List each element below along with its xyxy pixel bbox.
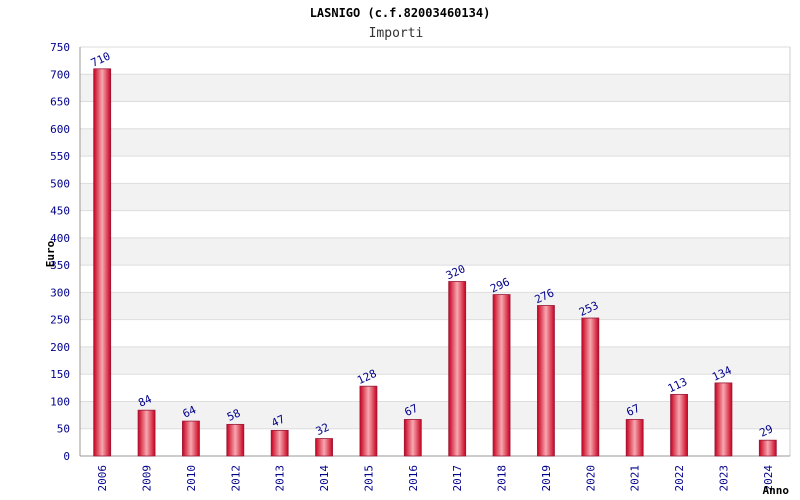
y-tick-label: 50: [57, 423, 70, 436]
bar: [670, 393, 688, 457]
data-label: 32: [314, 421, 332, 438]
y-tick-label: 150: [50, 368, 70, 381]
y-tick-label: 300: [50, 286, 70, 299]
data-label: 47: [269, 413, 287, 430]
grid-band: [80, 74, 790, 102]
y-tick-label: 450: [50, 205, 70, 218]
bar: [270, 429, 289, 457]
y-axis-label: Euro: [44, 240, 57, 267]
x-tick-label: 2021: [629, 465, 642, 492]
grid-band: [80, 47, 790, 75]
x-tick-label: 2009: [141, 465, 154, 492]
data-label: 67: [403, 402, 421, 419]
x-tick-label: 2018: [496, 465, 509, 492]
grid-band: [80, 183, 790, 211]
grid-band: [80, 237, 790, 266]
bar: [448, 281, 467, 457]
y-tick-label: 400: [50, 232, 70, 245]
bar: [714, 382, 733, 457]
x-axis-label: Anno: [763, 484, 790, 497]
x-tick-label: 2012: [229, 465, 242, 492]
bar: [226, 423, 245, 457]
bar: [182, 420, 200, 457]
y-tick-label: 550: [50, 150, 70, 163]
bar: [625, 419, 644, 457]
x-tick-label: 2020: [584, 465, 597, 492]
x-tick-label: 2013: [274, 465, 287, 492]
y-tick-label: 250: [50, 314, 70, 327]
chart-subtitle: Importi: [369, 26, 424, 41]
bar: [93, 68, 112, 457]
data-label: 64: [181, 403, 199, 421]
grid-band: [80, 319, 790, 347]
bar: [403, 419, 422, 457]
bar: [537, 305, 555, 457]
y-tick-label: 0: [63, 450, 70, 463]
bar: [359, 385, 378, 457]
bar: [315, 438, 333, 457]
x-tick-label: 2019: [540, 465, 553, 492]
x-tick-label: 2022: [673, 465, 686, 492]
x-tick-label: 2014: [318, 465, 331, 492]
data-label: 84: [136, 392, 154, 410]
grid-band: [80, 292, 790, 320]
y-tick-label: 350: [50, 259, 70, 272]
bar: [758, 439, 777, 457]
y-tick-label: 750: [50, 41, 70, 54]
x-tick-label: 2015: [362, 465, 375, 492]
x-tick-label: 2017: [451, 465, 464, 492]
y-tick-label: 700: [50, 68, 70, 81]
grid-band: [80, 101, 790, 129]
y-tick-label: 650: [50, 96, 70, 109]
y-axis-ticks: 0 50 100 150 200 250 300 350 400 450 500 550 600 650 7…: [50, 41, 70, 463]
y-tick-label: 200: [50, 341, 70, 354]
data-label: 58: [225, 407, 243, 424]
x-axis-ticks: 2006 2009 2010 2012 2013 2014 2015 2016 2017 2018…: [96, 465, 775, 492]
x-tick-label: 2024: [762, 465, 775, 492]
y-tick-label: 500: [50, 177, 70, 190]
grid-band: [80, 346, 790, 375]
x-tick-label: 2010: [185, 465, 198, 492]
x-tick-label: 2006: [96, 465, 109, 492]
chart-title: LASNIGO (c.f.82003460134): [310, 6, 491, 20]
grid-band: [80, 156, 790, 184]
bar: [137, 409, 156, 457]
bar: [581, 317, 600, 457]
grid-band: [80, 128, 790, 157]
y-tick-label: 100: [50, 395, 70, 408]
data-label: 29: [758, 422, 776, 439]
bars: [93, 68, 777, 457]
x-tick-label: 2023: [717, 465, 730, 492]
bar: [492, 294, 511, 457]
y-tick-label: 600: [50, 123, 70, 136]
grid-band: [80, 210, 790, 238]
data-label: 67: [624, 402, 642, 419]
x-tick-label: 2016: [407, 465, 420, 492]
grid-band: [80, 265, 790, 293]
